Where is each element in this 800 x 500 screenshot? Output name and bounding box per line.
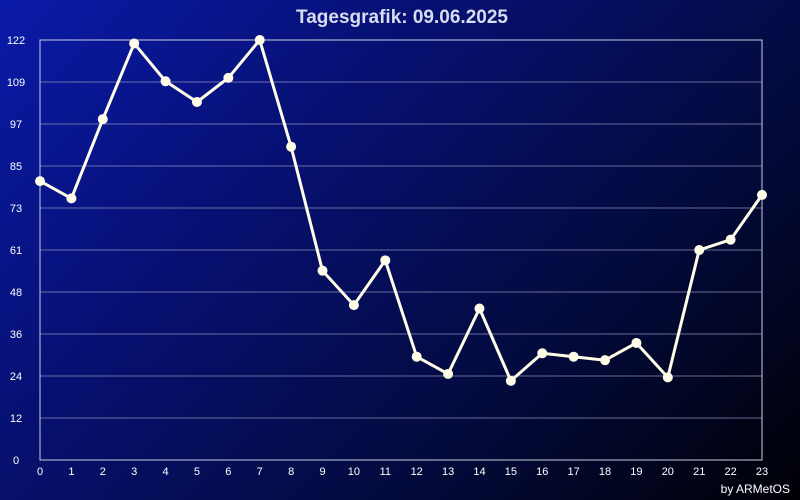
data-point [411,351,422,362]
series-polyline [39,38,764,383]
data-point [35,176,45,187]
grid [40,81,762,419]
credit-label: by ARMetOS [721,482,790,496]
y-tick-label: 0 [13,455,19,467]
data-point [600,355,611,366]
x-tick-label: 20 [662,466,674,478]
chart-title: Tagesgrafik: 09.06.2025 [296,7,508,28]
data-point [694,245,705,255]
series-line [39,38,764,383]
x-tick-label: 22 [724,466,736,478]
data-point [254,35,265,45]
data-point [725,234,736,245]
y-tick-label: 48 [10,287,22,299]
data-point [380,255,391,266]
data-point [443,368,454,379]
x-tick-label: 10 [348,466,360,478]
x-tick-label: 18 [599,466,611,478]
x-tick-label: 19 [630,466,642,478]
x-tick-label: 6 [225,466,231,478]
y-tick-label: 61 [10,245,22,257]
data-point [662,372,673,383]
data-point [757,189,767,200]
data-point [537,348,548,359]
data-point [66,193,77,204]
data-point [129,38,140,49]
data-point [568,351,579,362]
data-point [505,375,516,386]
y-tick-label: 122 [7,35,25,47]
plot-frame [39,39,763,461]
x-tick-label: 4 [163,466,169,478]
x-tick-label: 16 [536,466,548,478]
x-tick-label: 11 [380,466,391,478]
x-tick-label: 13 [442,466,454,478]
y-tick-label: 24 [10,371,22,383]
x-tick-label: 14 [473,466,485,478]
data-point [631,337,642,348]
x-tick-label: 9 [319,466,325,478]
x-tick-label: 7 [257,466,263,478]
data-point [160,76,171,87]
data-point [317,265,328,276]
x-tick-label: 2 [100,466,106,478]
x-tick-label: 15 [505,466,517,478]
x-tick-label: 1 [68,466,74,478]
x-tick-label: 5 [194,466,200,478]
data-point [474,303,485,314]
x-tick-label: 12 [411,466,423,478]
y-tick-label: 36 [10,329,22,341]
x-tick-label: 23 [756,466,768,478]
data-point [191,96,202,107]
data-points [35,35,767,386]
y-tick-label: 85 [10,161,22,173]
y-tick-label: 73 [10,203,22,215]
data-point [348,300,359,311]
x-tick-label: 8 [288,466,294,478]
y-tick-label: 12 [10,413,22,425]
x-tick-label: 17 [568,466,580,478]
x-tick-label: 21 [693,466,705,478]
x-tick-label: 0 [37,466,43,478]
x-tick-label: 3 [131,466,137,478]
data-point [97,114,108,125]
data-point [223,72,234,83]
y-tick-label: 97 [10,119,22,131]
y-tick-label: 109 [7,77,25,89]
data-point [286,141,297,152]
